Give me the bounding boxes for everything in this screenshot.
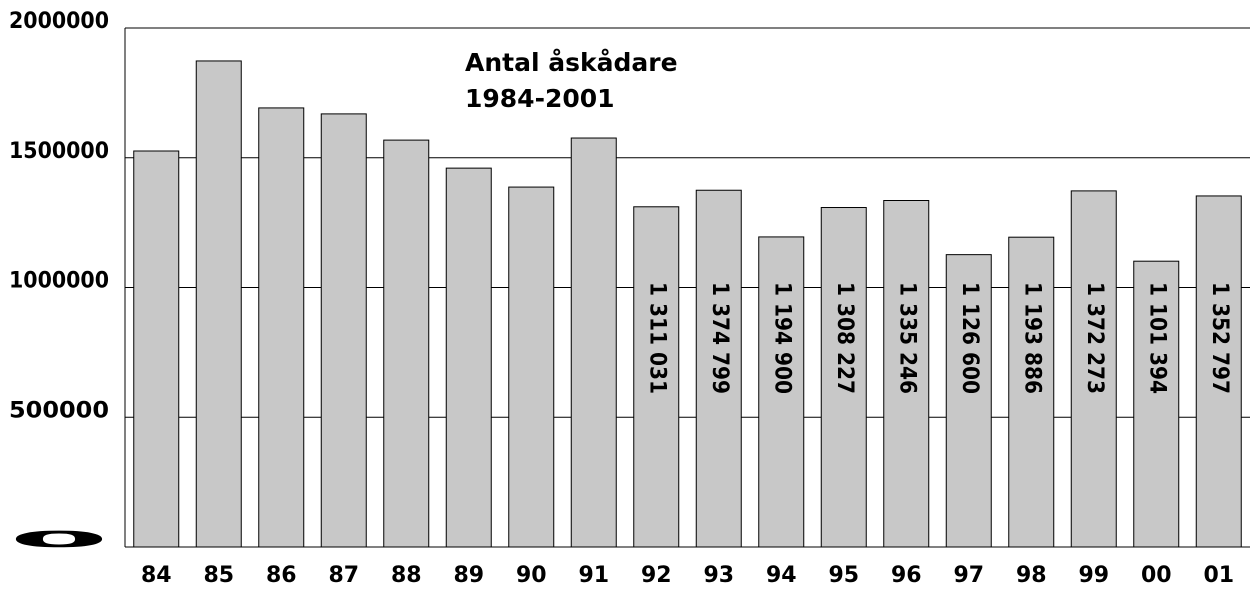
x-tick-label: 99 <box>1078 563 1109 588</box>
bar <box>508 186 555 548</box>
x-tick-label: 91 <box>578 563 609 588</box>
value-label: 1 372 273 <box>1082 282 1107 394</box>
chart-subtitle: 1984-2001 <box>465 84 615 113</box>
bar <box>758 236 805 548</box>
bar <box>1008 236 1055 548</box>
value-label: 1 126 600 <box>957 282 982 394</box>
y-tick-label: 1500000 <box>9 139 109 164</box>
value-label: 1 194 900 <box>769 282 794 394</box>
x-tick-label: 95 <box>828 563 859 588</box>
x-tick-label: 90 <box>516 563 547 588</box>
y-tick-label: 1000000 <box>9 269 109 294</box>
y-tick-label: 2000000 <box>9 9 109 34</box>
x-tick-label: 96 <box>891 563 922 588</box>
bar <box>820 207 867 548</box>
value-label: 1 311 031 <box>644 282 669 394</box>
y-tick-label: 500000 <box>9 398 109 423</box>
bar <box>1195 195 1242 548</box>
x-tick-label: 86 <box>266 563 297 588</box>
bar <box>570 137 617 548</box>
bar <box>633 206 680 548</box>
value-label: 1 308 227 <box>832 282 857 394</box>
x-tick-label: 89 <box>453 563 484 588</box>
bar <box>1133 260 1180 548</box>
bar <box>258 107 305 548</box>
bar <box>383 139 430 548</box>
bar <box>320 113 367 548</box>
value-label: 1 335 246 <box>894 282 919 394</box>
bar <box>883 200 930 548</box>
x-tick-label: 93 <box>703 563 734 588</box>
x-tick-label: 87 <box>328 563 359 588</box>
x-tick-label: 88 <box>391 563 422 588</box>
value-label: 1 193 886 <box>1019 282 1044 394</box>
value-label: 1 101 394 <box>1144 282 1169 394</box>
x-tick-label: 84 <box>141 563 172 588</box>
y-tick-label: 0 <box>9 528 109 553</box>
bar <box>133 150 180 548</box>
x-tick-label: 00 <box>1141 563 1172 588</box>
x-tick-label: 98 <box>1016 563 1047 588</box>
value-label: 1 352 797 <box>1207 282 1232 394</box>
x-tick-label: 92 <box>641 563 672 588</box>
bar <box>1070 190 1117 548</box>
value-label: 1 374 799 <box>707 282 732 394</box>
x-tick-label: 94 <box>766 563 797 588</box>
bar <box>945 254 992 548</box>
x-tick-label: 85 <box>203 563 234 588</box>
x-tick-label: 97 <box>953 563 984 588</box>
x-tick-label: 01 <box>1203 563 1234 588</box>
chart-title: Antal åskådare <box>465 48 678 77</box>
bar <box>445 167 492 548</box>
bar <box>195 60 242 548</box>
